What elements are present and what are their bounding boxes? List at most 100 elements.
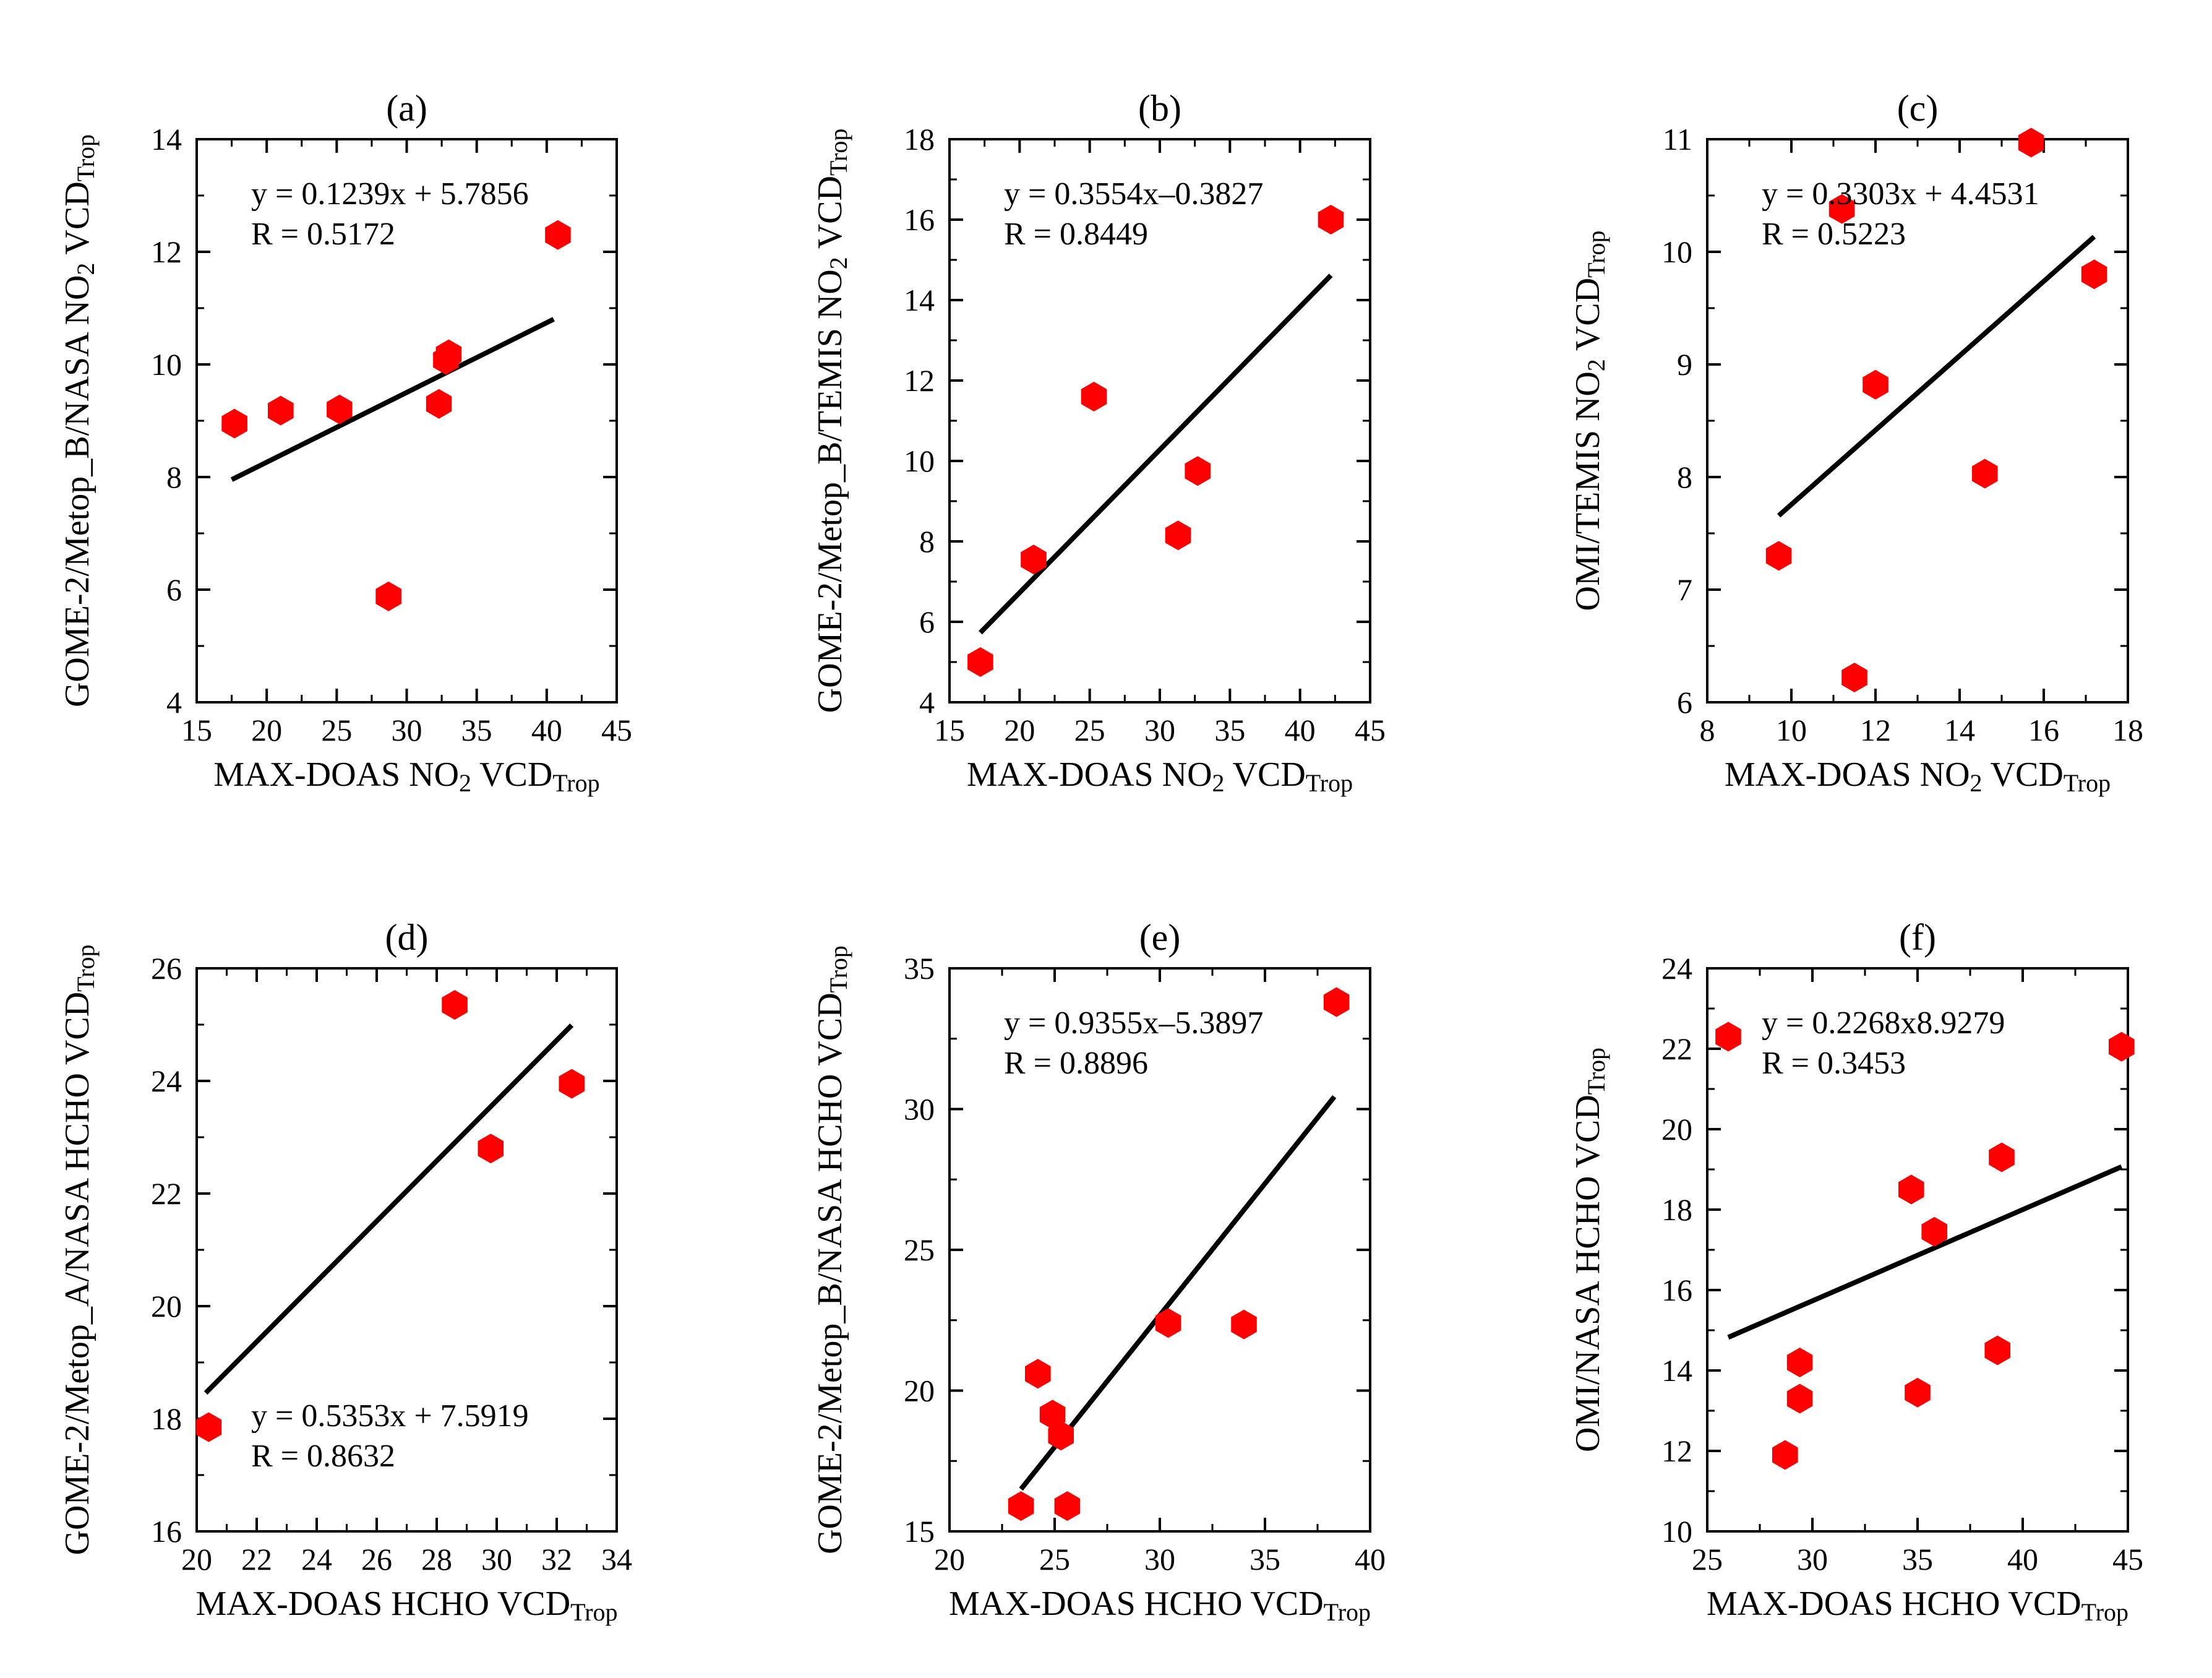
data-point: [1972, 458, 1998, 489]
correlation-r: R = 0.8449: [1004, 217, 1148, 252]
y-tick-label: 12: [151, 234, 182, 269]
data-point: [1772, 1440, 1798, 1470]
panel-title: (c): [1897, 88, 1939, 129]
y-tick-label: 26: [151, 951, 182, 986]
x-tick-label: 30: [1797, 1542, 1828, 1577]
x-axis-label: MAX-DOAS HCHO VCDTrop: [195, 1585, 617, 1626]
x-tick-label: 15: [181, 713, 212, 747]
regression-line: [1727, 1164, 2123, 1340]
x-tick-label: 45: [601, 713, 632, 747]
y-tick-label: 16: [151, 1514, 182, 1549]
y-tick-label: 22: [151, 1176, 182, 1211]
data-point: [375, 581, 401, 611]
data-point: [2018, 127, 2044, 158]
data-point: [1715, 1022, 1741, 1052]
panel-a: 15 20 25 30 35 40 45 4 6 8 10 12 14 (a) MAX-DOAS NO2 V…: [58, 88, 632, 797]
correlation-r: R = 0.8632: [251, 1439, 395, 1474]
data-point: [1318, 205, 1344, 234]
y-tick-label: 24: [1661, 951, 1692, 986]
x-tick-label: 20: [181, 1542, 212, 1577]
x-tick-label: 25: [1692, 1542, 1723, 1577]
data-point: [1008, 1491, 1034, 1521]
x-tick-label: 16: [2028, 713, 2059, 747]
x-tick-label: 20: [934, 1542, 965, 1577]
y-tick-label: 12: [904, 363, 935, 398]
data-point: [195, 1412, 222, 1442]
x-axis-label: MAX-DOAS NO2 VCDTrop: [1725, 755, 2111, 797]
data-point: [1165, 520, 1191, 551]
regression-equation: y = 0.3303x + 4.4531: [1762, 176, 2039, 212]
y-tick-label: 20: [1661, 1112, 1692, 1147]
x-tick-label: 32: [541, 1542, 572, 1577]
data-point: [1081, 382, 1107, 411]
x-tick-label: 26: [361, 1542, 392, 1577]
x-tick-label: 18: [2112, 713, 2143, 747]
x-tick-label: 34: [601, 1542, 632, 1577]
y-axis-label: GOME-2/Metop_B/TEMIS NO2 VCDTrop: [811, 129, 852, 713]
panel-title: (a): [386, 88, 427, 129]
x-tick-label: 45: [1355, 713, 1386, 747]
x-tick-label: 20: [1004, 713, 1035, 747]
correlation-r: R = 0.5223: [1762, 217, 1906, 252]
x-tick-label: 14: [1944, 713, 1975, 747]
x-tick-label: 40: [531, 713, 562, 747]
correlation-r: R = 0.5172: [251, 217, 395, 252]
data-point: [442, 990, 468, 1020]
data-point: [1786, 1348, 1813, 1377]
y-axis-label: GOME-2/Metop_B/NASA NO2 VCDTrop: [58, 134, 100, 707]
y-tick-label: 6: [919, 605, 935, 639]
x-tick-label: 30: [1144, 713, 1175, 747]
panel-b: 15 20 25 30 35 40 45 4 6 8 10 12 14 16 18 (b) MAX-DOAS N…: [811, 88, 1386, 797]
x-tick-label: 30: [481, 1542, 512, 1577]
panel-c: 8 10 12 14 16 18 6 7 8 9 10 11 (c) MAX-DOAS NO2 VCDTr…: [1569, 88, 2143, 797]
x-tick-label: 35: [1902, 1542, 1933, 1577]
y-axis-label: OMI/TEMIS NO2 VCDTrop: [1569, 231, 1610, 611]
x-tick-label: 22: [241, 1542, 272, 1577]
y-tick-label: 15: [904, 1514, 935, 1549]
y-tick-label: 14: [151, 122, 182, 157]
y-axis-label: GOME-2/Metop_B/NASA HCHO VCDTrop: [811, 945, 852, 1554]
data-point: [1786, 1383, 1813, 1414]
panel-f: 25 30 35 40 45 10 12 14 16 18 20 22 24 (f) MAX-DOAS HC…: [1569, 917, 2143, 1626]
data-point: [435, 339, 462, 369]
x-tick-label: 15: [934, 713, 965, 747]
x-tick-label: 45: [2112, 1542, 2143, 1577]
x-tick-label: 40: [1285, 713, 1316, 747]
data-point: [545, 220, 571, 250]
data-point: [2109, 1031, 2135, 1062]
regression-line: [1019, 1095, 1337, 1491]
regression-equation: y = 0.9355x–5.3897: [1004, 1005, 1263, 1041]
data-point: [1828, 194, 1855, 224]
x-tick-label: 40: [1355, 1542, 1386, 1577]
x-tick-label: 30: [1144, 1542, 1175, 1577]
x-tick-label: 40: [2007, 1542, 2038, 1577]
y-axis-label: OMI/NASA HCHO VCDTrop: [1569, 1048, 1610, 1452]
regression-equation: y = 0.5353x + 7.5919: [251, 1398, 529, 1434]
x-tick-label: 35: [1250, 1542, 1280, 1577]
x-tick-label: 12: [1860, 713, 1891, 747]
y-tick-label: 4: [919, 685, 935, 720]
data-point: [327, 394, 353, 424]
regression-equation: y = 0.2268x8.9279: [1762, 1005, 2005, 1041]
x-tick-label: 35: [461, 713, 492, 747]
data-point: [1841, 663, 1867, 692]
data-point: [1021, 544, 1047, 575]
x-axis-label: MAX-DOAS NO2 VCDTrop: [967, 755, 1353, 797]
data-point: [1898, 1174, 1924, 1205]
y-tick-label: 25: [904, 1233, 935, 1267]
data-point: [967, 647, 993, 677]
y-tick-label: 8: [1677, 460, 1692, 494]
x-axis-label: MAX-DOAS HCHO VCDTrop: [949, 1585, 1371, 1626]
y-tick-label: 18: [151, 1401, 182, 1436]
y-tick-label: 10: [151, 347, 182, 382]
x-tick-label: 20: [251, 713, 282, 747]
y-tick-label: 14: [1661, 1353, 1692, 1388]
y-tick-label: 10: [1661, 1514, 1692, 1549]
x-tick-label: 30: [392, 713, 422, 747]
x-tick-label: 35: [1214, 713, 1245, 747]
panel-title: (d): [385, 917, 429, 958]
y-tick-label: 8: [919, 524, 935, 559]
data-point: [559, 1069, 585, 1099]
